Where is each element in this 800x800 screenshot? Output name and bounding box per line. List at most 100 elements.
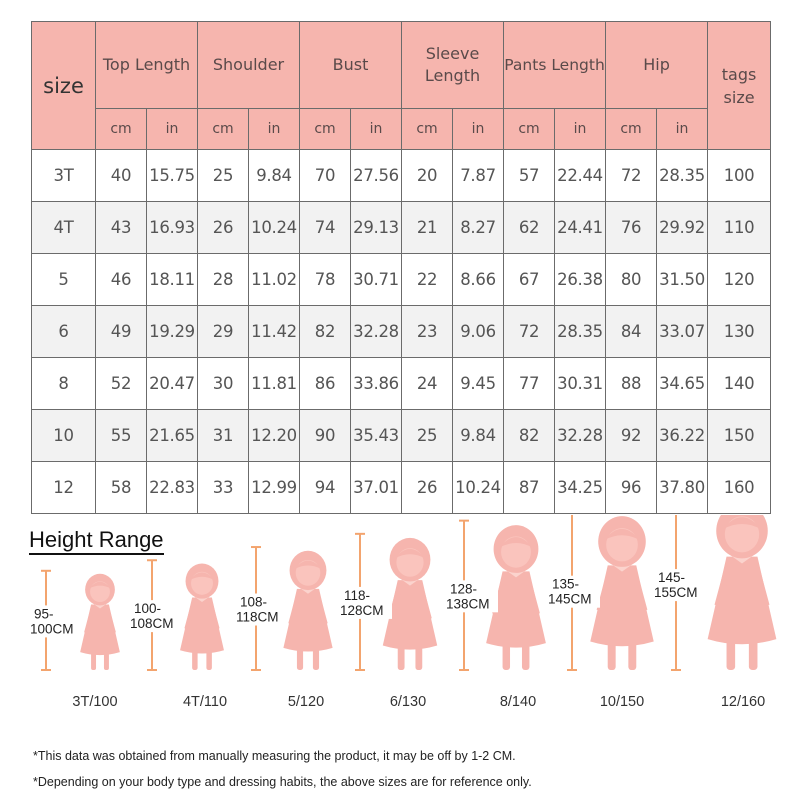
range-label-top: 108- bbox=[240, 595, 267, 610]
range-label-top: 145- bbox=[658, 570, 685, 585]
in-value-cell: 26.38 bbox=[554, 253, 607, 306]
in-value-cell: 7.87 bbox=[452, 149, 505, 202]
height-range-chart: 95-100CM 3T/100 100-108CM 4T/110 108-118CM 5/… bbox=[28, 515, 777, 710]
height-range-item: 95-100CM 3T/100 bbox=[28, 569, 120, 710]
cm-value-cell: 26 bbox=[401, 461, 454, 514]
cm-value-cell: 31 bbox=[197, 409, 249, 462]
cm-value-cell: 25 bbox=[401, 409, 454, 462]
size-cell: 4T bbox=[31, 201, 96, 254]
size-table: size Top Length Shoulder Bust Sleeve Len… bbox=[31, 21, 772, 514]
height-range-item: 135-145CM 10/150 bbox=[546, 515, 654, 710]
figure-arm bbox=[105, 606, 116, 634]
cm-value-cell: 23 bbox=[401, 305, 454, 358]
size-cell: 8 bbox=[31, 357, 96, 410]
unit-in-header: in bbox=[248, 108, 300, 150]
figure-face bbox=[295, 559, 321, 586]
in-value-cell: 20.47 bbox=[146, 357, 198, 410]
cm-value-cell: 88 bbox=[605, 357, 658, 410]
figure-arm bbox=[418, 582, 432, 620]
range-label-bg bbox=[444, 580, 498, 613]
range-label-top: 135- bbox=[552, 577, 579, 592]
figure-arm bbox=[84, 606, 95, 634]
unit-in-header: in bbox=[146, 108, 198, 150]
height-range-item: 128-138CM 8/140 bbox=[444, 519, 546, 710]
in-value-cell: 12.20 bbox=[248, 409, 300, 462]
note-measurement: *This data was obtained from manually me… bbox=[33, 749, 516, 763]
figure-arm bbox=[288, 591, 301, 625]
table-row: 4T 43 16.93 26 10.24 74 29.13 21 8.27 62 24.41 76 29… bbox=[31, 201, 772, 254]
figure-face bbox=[501, 536, 531, 568]
range-label-bottom: 128CM bbox=[340, 603, 384, 618]
in-value-cell: 9.84 bbox=[248, 149, 300, 202]
figure-bangs bbox=[89, 581, 111, 589]
unit-in-header: in bbox=[452, 108, 505, 150]
figure-arm bbox=[524, 574, 540, 615]
unit-cm-header: cm bbox=[401, 108, 454, 150]
size-cell: 6 bbox=[31, 305, 96, 358]
in-value-cell: 30.71 bbox=[349, 253, 403, 306]
cm-value-cell: 52 bbox=[95, 357, 147, 410]
size-cell: 12 bbox=[31, 461, 96, 514]
figure-bangs bbox=[499, 537, 533, 548]
range-label-top: 118- bbox=[344, 588, 370, 603]
in-value-cell: 9.06 bbox=[452, 305, 505, 358]
tag-size-cell: 100 bbox=[707, 149, 772, 202]
in-value-cell: 16.93 bbox=[146, 201, 198, 254]
group-header-top-length: Top Length bbox=[95, 21, 198, 109]
in-value-cell: 28.35 bbox=[554, 305, 607, 358]
figure-bangs bbox=[294, 560, 322, 570]
tag-size-cell: 120 bbox=[707, 253, 772, 306]
tags-size-text: tags size bbox=[721, 64, 757, 107]
in-value-cell: 37.01 bbox=[349, 461, 403, 514]
in-value-cell: 27.56 bbox=[349, 149, 403, 202]
tags-size-header: tags size bbox=[707, 21, 772, 150]
group-header-sleeve-length: Sleeve Length bbox=[401, 21, 505, 109]
group-header-bust: Bust bbox=[298, 21, 403, 109]
figure-face bbox=[606, 528, 638, 562]
table-row: 10 55 21.65 31 12.20 90 35.43 25 9.84 82 32.28 92 36… bbox=[31, 409, 772, 462]
cm-value-cell: 58 bbox=[95, 461, 147, 514]
in-value-cell: 37.80 bbox=[656, 461, 709, 514]
age-size-label: 4T/110 bbox=[183, 694, 227, 710]
figure-face bbox=[396, 548, 424, 577]
size-cell: 3T bbox=[31, 149, 96, 202]
cm-value-cell: 20 bbox=[401, 149, 454, 202]
range-label-bg bbox=[652, 569, 706, 602]
cm-value-cell: 30 bbox=[197, 357, 249, 410]
size-header: size bbox=[31, 21, 96, 150]
unit-cm-header: cm bbox=[503, 108, 556, 150]
figure-arm bbox=[714, 560, 732, 607]
in-value-cell: 30.31 bbox=[554, 357, 607, 410]
age-size-label: 5/120 bbox=[288, 694, 324, 710]
range-label-bg bbox=[128, 600, 182, 633]
unit-in-header: in bbox=[656, 108, 709, 150]
in-value-cell: 32.28 bbox=[554, 409, 607, 462]
size-cell: 10 bbox=[31, 409, 96, 462]
figure-leg bbox=[192, 648, 198, 670]
tag-size-cell: 150 bbox=[707, 409, 772, 462]
figure-face bbox=[191, 571, 213, 595]
cm-value-cell: 29 bbox=[197, 305, 249, 358]
table-row: 12 58 22.83 33 12.99 94 37.01 26 10.24 87 34.25 96 3… bbox=[31, 461, 772, 514]
age-size-label: 12/160 bbox=[721, 694, 765, 710]
cm-value-cell: 72 bbox=[605, 149, 658, 202]
cm-value-cell: 77 bbox=[503, 357, 556, 410]
figure-bangs bbox=[723, 517, 761, 530]
table-row: 5 46 18.11 28 11.02 78 30.71 22 8.66 67 26.38 80 31.… bbox=[31, 253, 772, 306]
in-value-cell: 11.02 bbox=[248, 253, 300, 306]
range-label-bg bbox=[28, 605, 82, 638]
in-value-cell: 22.44 bbox=[554, 149, 607, 202]
in-value-cell: 34.65 bbox=[656, 357, 709, 410]
in-value-cell: 12.99 bbox=[248, 461, 300, 514]
range-label-bg bbox=[234, 593, 288, 626]
range-label-top: 95- bbox=[34, 606, 54, 621]
cm-value-cell: 92 bbox=[605, 409, 658, 462]
group-header-shoulder: Shoulder bbox=[197, 21, 300, 109]
in-value-cell: 34.25 bbox=[554, 461, 607, 514]
figure-leg bbox=[206, 648, 212, 670]
cm-value-cell: 84 bbox=[605, 305, 658, 358]
height-range-item: 145-155CM 12/160 bbox=[652, 515, 777, 710]
cm-value-cell: 86 bbox=[299, 357, 351, 410]
in-value-cell: 22.83 bbox=[146, 461, 198, 514]
cm-value-cell: 87 bbox=[503, 461, 556, 514]
